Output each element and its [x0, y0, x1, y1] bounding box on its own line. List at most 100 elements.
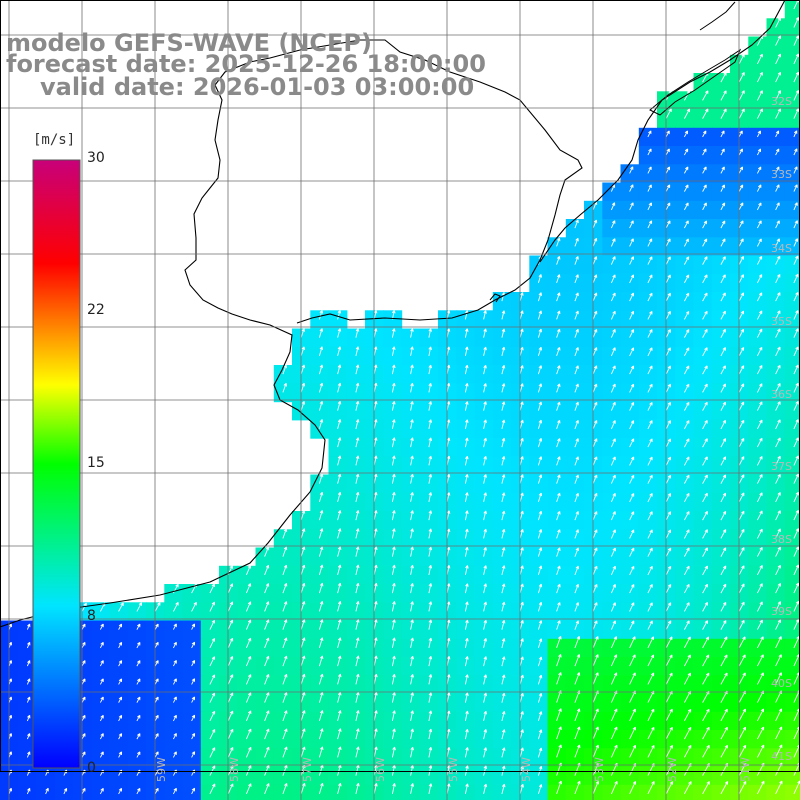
wind-cell	[346, 711, 366, 731]
wind-arrow	[410, 765, 414, 776]
wind-cell	[675, 127, 695, 147]
wind-arrow	[300, 619, 306, 630]
wind-cell	[127, 620, 147, 640]
wind-cell	[766, 474, 786, 494]
wind-arrow	[410, 746, 414, 758]
wind-cell	[602, 401, 622, 421]
wind-arrow	[738, 365, 745, 375]
wind-cell	[693, 401, 713, 421]
lon-label-59w: 59W	[155, 757, 168, 782]
wind-arrow	[610, 292, 616, 302]
wind-cell	[766, 748, 786, 768]
wind-arrow	[501, 328, 506, 338]
wind-arrow	[647, 148, 652, 156]
wind-cell	[766, 255, 786, 275]
wind-cell	[711, 730, 731, 749]
wind-cell	[456, 529, 476, 549]
wind-arrow	[720, 148, 725, 156]
wind-cell	[109, 711, 129, 731]
wind-arrow	[428, 364, 432, 375]
wind-arrow	[720, 310, 726, 320]
wind-cell	[511, 547, 530, 567]
lat-label-41s: 41S	[771, 750, 792, 763]
wind-arrow	[245, 655, 252, 667]
wind-cell	[492, 766, 512, 786]
wind-arrow	[665, 636, 673, 649]
wind-arrow	[738, 401, 745, 411]
wind-arrow	[209, 674, 216, 685]
wind-arrow	[428, 619, 433, 630]
wind-arrow	[537, 346, 543, 357]
wind-arrow	[592, 602, 598, 612]
wind-arrow	[410, 401, 414, 411]
wind-arrow	[373, 692, 378, 703]
wind-cell	[675, 511, 695, 530]
wind-arrow	[154, 751, 159, 758]
wind-arrow	[118, 787, 123, 795]
wind-arrow	[738, 744, 747, 758]
wind-cell	[474, 383, 494, 403]
wind-arrow	[318, 764, 324, 776]
wind-cell	[346, 492, 366, 512]
wind-cell	[474, 584, 494, 603]
wind-arrow	[757, 130, 761, 138]
wind-arrow	[373, 582, 378, 594]
wind-arrow	[264, 601, 270, 612]
wind-arrow	[775, 220, 780, 229]
wind-arrow	[592, 292, 598, 302]
wind-cell	[109, 638, 129, 658]
wind-arrow	[118, 623, 123, 630]
wind-arrow	[574, 456, 579, 466]
wind-arrow	[537, 692, 543, 703]
wind-cell	[310, 365, 330, 384]
wind-arrow	[647, 565, 653, 576]
wind-cell	[675, 383, 695, 403]
wind-arrow	[757, 583, 763, 594]
wind-cell	[638, 237, 658, 257]
wind-arrow	[464, 419, 469, 429]
wind-arrow	[318, 710, 324, 722]
wind-arrow	[537, 292, 542, 302]
wind-cell	[784, 182, 800, 202]
wind-arrow	[209, 638, 216, 649]
wind-arrow	[610, 365, 616, 375]
wind-cell	[620, 346, 640, 366]
wind-arrow	[209, 692, 216, 703]
wind-cell	[456, 748, 476, 768]
wind-arrow	[537, 638, 543, 649]
wind-arrow	[483, 401, 487, 411]
wind-arrow	[373, 437, 378, 448]
wind-arrow	[665, 438, 671, 448]
wind-cell	[784, 419, 800, 439]
wind-arrow	[647, 347, 653, 357]
wind-cell	[730, 584, 749, 603]
wind-arrow	[592, 420, 598, 430]
wind-arrow	[610, 584, 616, 594]
wind-arrow	[355, 692, 360, 703]
wind-arrow	[537, 784, 543, 795]
wind-cell	[18, 693, 38, 713]
wind-cell	[547, 657, 567, 676]
wind-arrow	[355, 510, 360, 521]
wind-arrow	[647, 256, 653, 265]
wind-arrow	[738, 619, 745, 630]
wind-cell	[492, 492, 512, 512]
wind-arrow	[756, 148, 762, 156]
wind-cell	[328, 383, 348, 403]
wind-cell	[292, 383, 311, 403]
wind-cell	[383, 584, 403, 603]
wind-cell	[638, 292, 658, 311]
wind-arrow	[556, 529, 561, 539]
wind-cell	[438, 438, 457, 457]
wind-arrow	[738, 328, 745, 338]
wind-arrow	[373, 510, 378, 521]
wind-cell	[419, 748, 439, 768]
wind-cell	[766, 456, 786, 476]
wind-arrow	[391, 473, 396, 484]
wind-arrow	[209, 619, 215, 630]
wind-arrow	[702, 365, 708, 375]
wind-cell	[310, 638, 330, 658]
wind-arrow	[738, 292, 745, 302]
wind-cell	[766, 36, 786, 56]
wind-cell	[675, 529, 695, 549]
